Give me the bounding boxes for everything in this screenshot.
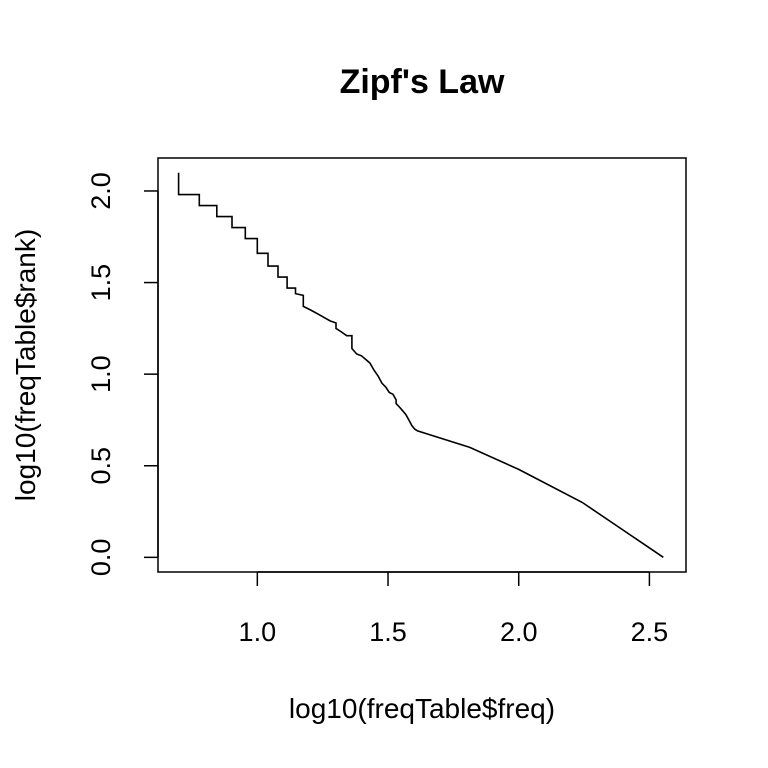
y-tick-label: 1.0 — [86, 355, 116, 393]
x-tick-label: 2.0 — [500, 617, 538, 647]
y-axis-label: log10(freqTable$rank) — [10, 229, 41, 501]
x-tick-label: 1.0 — [239, 617, 277, 647]
series-line — [177, 172, 664, 558]
x-axis: 1.0 1.5 2.0 2.5 — [239, 571, 669, 647]
chart-title: Zipf's Law — [340, 63, 505, 101]
y-axis: 0.0 0.5 1.0 1.5 2.0 — [86, 172, 159, 577]
y-tick-label: 0.5 — [86, 447, 116, 485]
y-tick-label: 2.0 — [86, 172, 116, 210]
x-axis-label: log10(freqTable$freq) — [289, 693, 555, 724]
y-tick-label: 1.5 — [86, 264, 116, 302]
x-tick-label: 1.5 — [369, 617, 407, 647]
y-tick-label: 0.0 — [86, 539, 116, 577]
x-tick-label: 2.5 — [631, 617, 669, 647]
